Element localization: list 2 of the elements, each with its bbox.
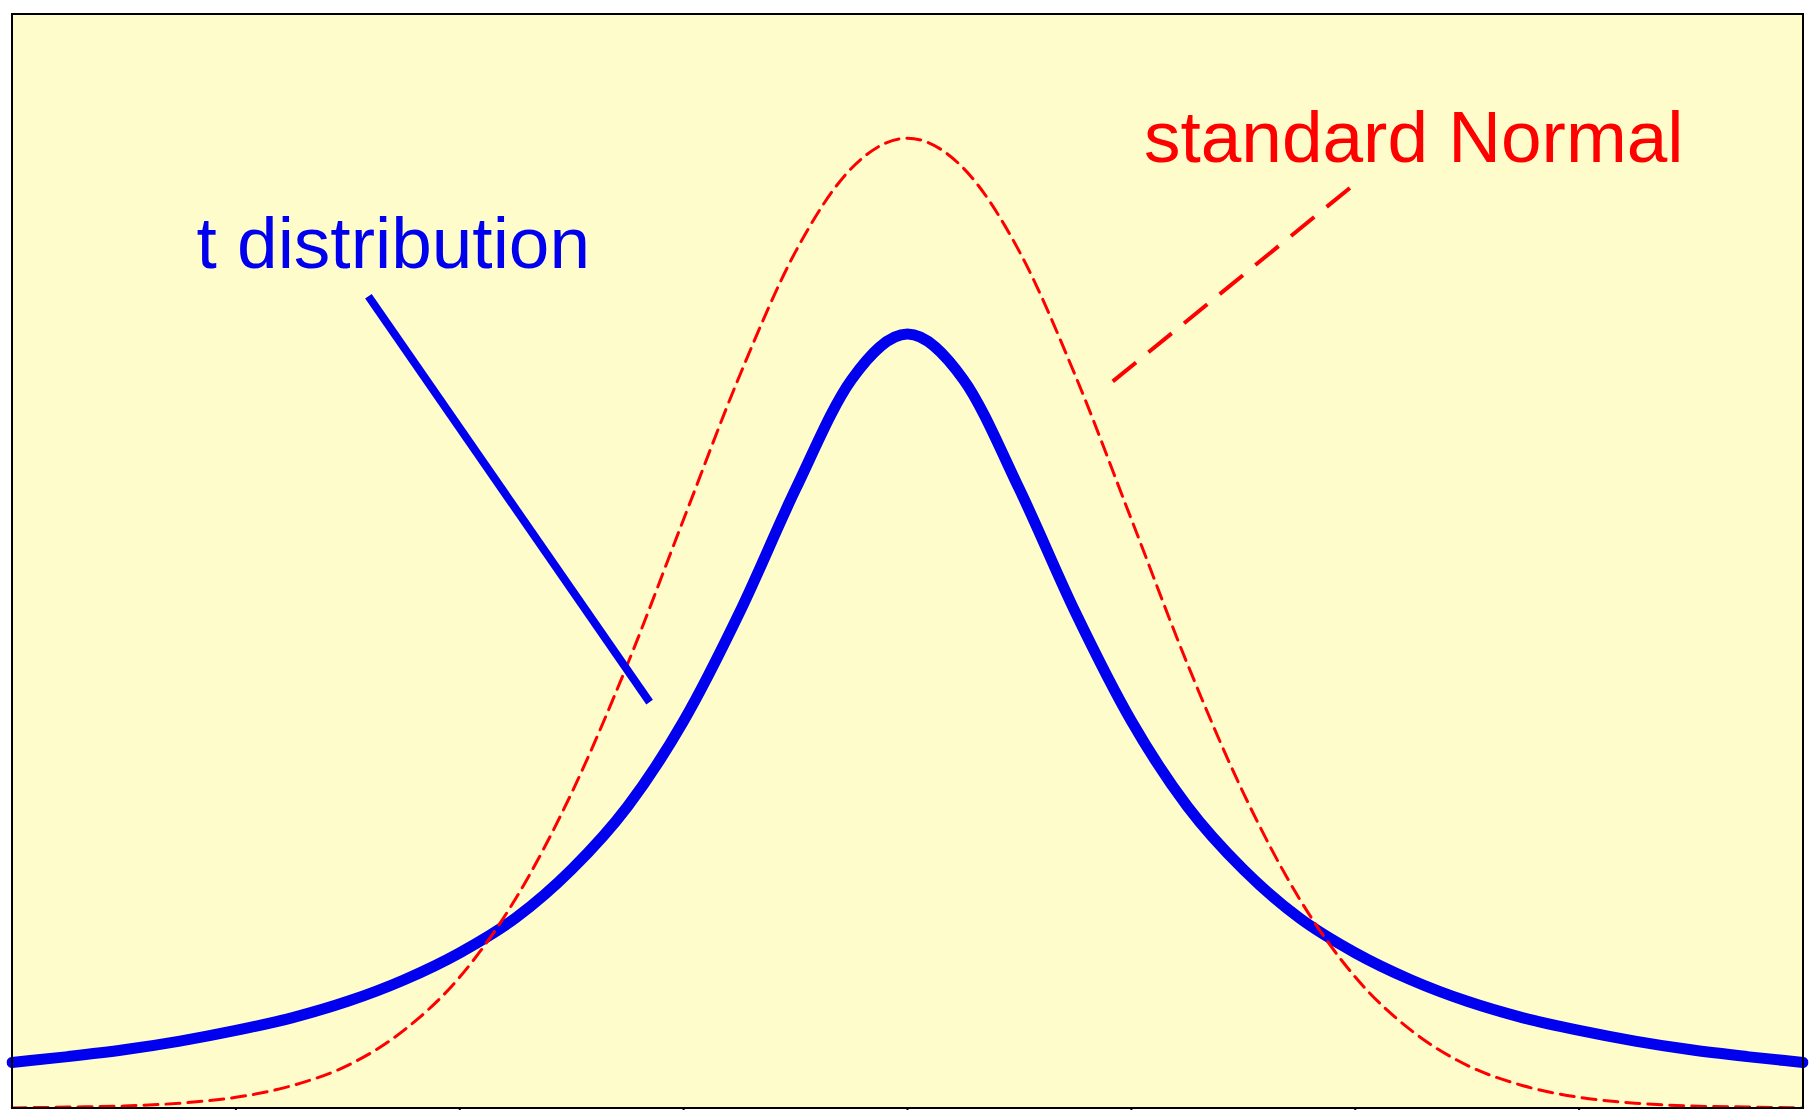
series-label: standard Normal — [1143, 95, 1684, 177]
text: t distribution — [196, 201, 591, 283]
